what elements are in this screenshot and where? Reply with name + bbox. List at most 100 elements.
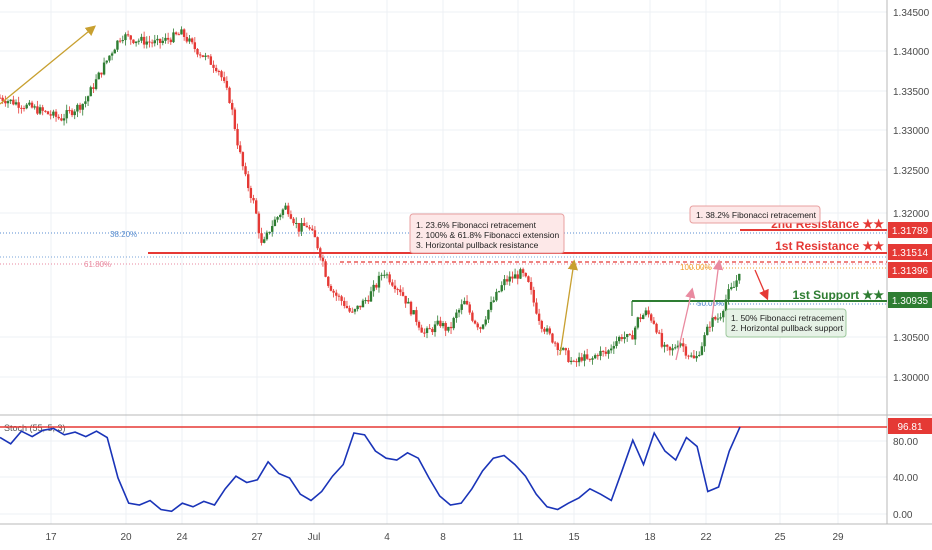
candle-body [121,40,124,42]
candle-body [457,309,461,313]
stoch-y-tick: 0.00 [893,510,913,521]
candle-body [529,281,533,290]
candle-body [615,341,618,347]
candle-body [441,323,445,327]
candle-body [682,343,685,347]
price-tag-current [888,262,932,278]
candle-body [423,332,426,334]
price-tag-1st-support [888,292,932,308]
candle-body [433,324,437,333]
candle-body [607,350,610,354]
candle-body [214,67,218,71]
candle-body [287,205,290,215]
fib-label-50: 50.00% [697,299,724,308]
candle-body [279,214,282,218]
candle-body [271,226,274,232]
candle-body [436,320,439,325]
candle-body [481,324,485,329]
candle-body [439,320,442,327]
fib-arrow-2 [711,259,724,319]
candle-body [196,49,199,55]
candle-body [20,107,23,109]
candle-body [241,152,245,167]
candle-body [431,328,434,333]
candle-body [580,357,584,361]
stoch-y-tick: 80.00 [893,437,918,448]
candle-body [217,70,221,72]
candle-body [543,328,546,332]
candle-body [343,300,346,306]
candle-body [62,118,66,121]
candle-body [679,343,682,346]
candle-body [415,310,418,322]
candle-body [471,312,474,321]
candle-body [364,300,367,302]
candle-body [724,299,728,312]
candle-body [190,38,194,43]
candle-body [6,101,10,104]
candle-body [284,205,287,210]
stoch-current-text: 96.81 [897,422,922,433]
candle-body [89,87,92,97]
candle-body [591,358,594,360]
candle-body [4,100,7,104]
annotation-3-line-2: 2. Horizontal pullback support [731,323,844,333]
candle-body [204,55,207,57]
candle-body [54,111,58,117]
candle-body [519,269,522,279]
candle-body [230,103,234,110]
candle-body [9,99,12,102]
price-tag-1st-resistance [888,244,932,260]
candle-body [247,174,250,189]
candle-body [463,300,466,305]
candle-body [409,301,413,315]
price-tag-text: 1.31396 [892,266,929,277]
y-tick-label: 1.32500 [893,166,930,177]
candle-body [182,29,186,37]
candle-body [540,320,543,329]
candle-body [289,214,293,219]
candle-body [161,40,164,43]
candle-body [711,317,714,327]
candle-body [158,38,162,43]
y-tick-label: 1.34500 [893,8,930,19]
candle-body [399,289,402,293]
y-tick-label: 1.33500 [893,87,930,98]
candle-body [609,348,613,351]
candle-body [105,60,108,63]
candle-body [404,295,407,304]
candle-body [412,310,415,315]
candle-body [612,346,616,349]
candle-body [652,320,656,324]
candle-body [447,326,450,331]
candle-body [100,72,103,75]
candle-body [714,317,717,320]
candle-body [137,40,140,42]
candle-body [692,355,696,359]
annotation-1-line-1: 1. 23.6% Fibonacci retracement [416,220,537,230]
candle-body [383,274,386,276]
candle-body [140,36,143,41]
candle-body [263,239,266,243]
candle-body [684,346,688,356]
candle-body [668,346,672,351]
price-tag-text: 1.31514 [892,248,929,259]
x-tick-label: 22 [700,532,712,543]
candle-body [676,345,680,348]
candle-body [212,64,215,68]
candle-body [388,274,391,283]
candle-body [479,327,482,329]
candle-body [425,328,429,333]
candle-body [623,337,626,340]
candle-body [46,111,50,115]
candle-body [38,107,42,114]
y-tick-label: 1.32000 [893,209,930,220]
candle-body [583,354,586,361]
reversal-arrow [754,269,769,301]
candle-body [220,71,223,78]
candle-body [396,289,399,291]
candle-body [452,317,455,329]
x-tick-label: 15 [568,532,580,543]
